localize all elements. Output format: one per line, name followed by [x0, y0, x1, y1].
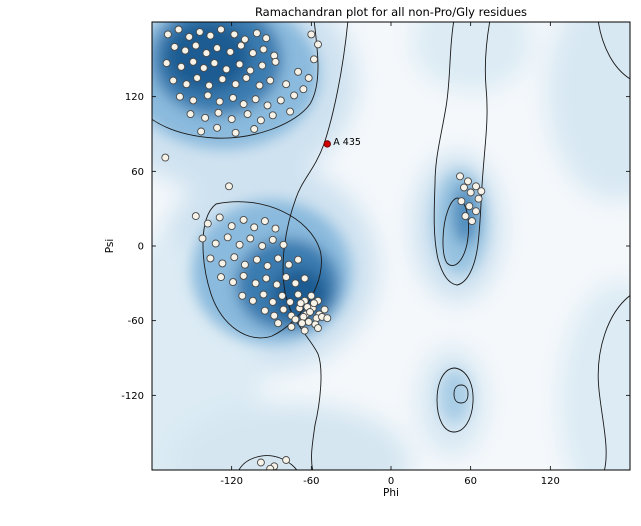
- plot-area: A 435 -120 -60 0 60 120 -120 -60 0 60 120: [121, 21, 631, 487]
- y-tick-label: 120: [125, 92, 144, 103]
- tick-labels: -120 -60 0 60 120 -120 -60 0 60 120: [121, 92, 560, 487]
- x-tick-label: 60: [464, 476, 477, 487]
- x-tick-label: -120: [220, 476, 243, 487]
- y-tick-label: -120: [121, 391, 144, 402]
- x-tick-label: 120: [541, 476, 560, 487]
- x-axis-label: Phi: [383, 487, 399, 499]
- chart-title: Ramachandran plot for all non-Pro/Gly re…: [254, 5, 528, 19]
- x-tick-label: 0: [388, 476, 394, 487]
- y-tick-label: -60: [128, 316, 144, 327]
- plot-frame: [151, 21, 631, 471]
- x-tick-label: -60: [303, 476, 319, 487]
- contour-lines: [152, 22, 630, 470]
- axis-ticks: [152, 22, 630, 470]
- scatter-points: [161, 25, 486, 470]
- highlighted-residue-label: A 435: [333, 137, 361, 148]
- y-tick-label: 60: [131, 167, 144, 178]
- highlighted-residue: A 435: [323, 137, 361, 148]
- y-tick-label: 0: [138, 242, 144, 253]
